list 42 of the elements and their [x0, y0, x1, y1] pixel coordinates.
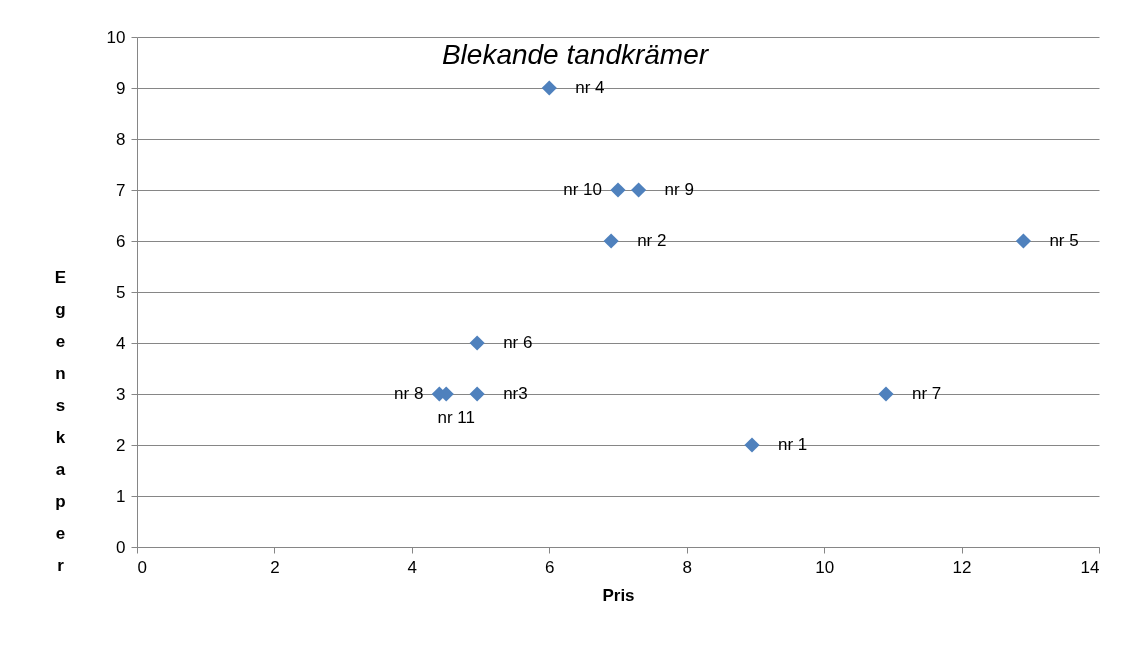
y-tick-label: 2 — [116, 435, 126, 455]
annotation: nr 1 — [777, 435, 808, 454]
x-tick-label: 4 — [407, 557, 418, 577]
annotation: nr 10 — [563, 180, 602, 199]
point — [603, 233, 619, 249]
x-tick-label: 10 — [815, 557, 835, 577]
y-tick-label: 4 — [116, 333, 126, 353]
chart-title: Blekande tandkrämer — [441, 39, 710, 70]
y-tick-label: 5 — [116, 282, 126, 302]
point — [469, 386, 485, 402]
y-tick-label: 7 — [116, 180, 126, 200]
text: Egenskaper — [54, 267, 67, 575]
y-tick-label: 1 — [116, 486, 126, 506]
x-tick-label: 14 — [1080, 557, 1100, 577]
y-tick-label: 8 — [116, 129, 126, 149]
x-tick-label: 6 — [545, 557, 555, 577]
annotation: nr 7 — [911, 384, 942, 403]
x-tick-label: 0 — [137, 557, 147, 577]
annotation: nr 4 — [575, 78, 605, 97]
point — [1015, 233, 1031, 249]
annotation: nr 6 — [503, 333, 533, 352]
x-tick-label: 8 — [682, 557, 692, 577]
x-tick-label: 2 — [270, 557, 280, 577]
point — [541, 80, 557, 96]
annotation: nr 11 — [437, 408, 475, 427]
y-tick-label: 0 — [116, 537, 126, 557]
y-tick-label: 6 — [116, 231, 126, 251]
annotation: nr 5 — [1049, 231, 1079, 250]
annotation: nr 2 — [637, 231, 667, 250]
y-tick-label: 3 — [116, 384, 126, 404]
point — [631, 182, 647, 198]
point — [744, 437, 760, 453]
point — [878, 386, 894, 402]
annotation: nr3 — [503, 384, 528, 403]
annotation: nr 8 — [394, 384, 424, 403]
point — [610, 182, 626, 198]
x-tick-label: 12 — [952, 557, 972, 577]
y-tick-label: 9 — [116, 78, 126, 98]
annotation: nr 9 — [664, 180, 694, 199]
x-axis-title: Pris — [602, 585, 635, 605]
point — [469, 335, 485, 351]
y-tick-label: 10 — [106, 27, 126, 47]
